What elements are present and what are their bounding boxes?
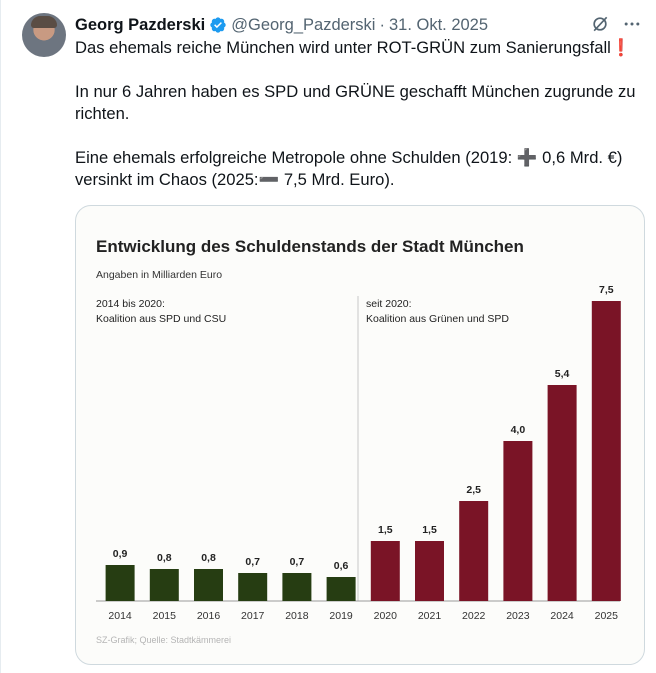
tweet-date[interactable]: 31. Okt. 2025: [388, 15, 489, 34]
bar-2022: [459, 501, 489, 601]
tweet-header: Georg Pazderski @Georg_Pazderski · 31. O…: [75, 14, 488, 36]
debt-bar-chart: Entwicklung des Schuldenstands der Stadt…: [96, 237, 621, 645]
value-label-2023: 4,0: [511, 424, 526, 436]
value-label-2019: 0,6: [334, 560, 349, 572]
bar-2016: [194, 569, 223, 601]
x-tick-2025: 2025: [595, 610, 619, 622]
bar-2018: [282, 573, 312, 601]
value-label-2014: 0,9: [113, 548, 128, 560]
x-tick-2019: 2019: [329, 610, 353, 622]
value-label-2025: 7,5: [599, 284, 614, 296]
bar-2014: [105, 565, 135, 601]
period-label-2-line-1: seit 2020:: [366, 298, 412, 310]
chart-source: SZ-Grafik; Quelle: Stadtkämmerei: [96, 635, 231, 645]
value-label-2017: 0,7: [245, 556, 260, 568]
x-tick-2024: 2024: [550, 610, 574, 622]
value-label-2022: 2,5: [466, 484, 481, 496]
bar-2023: [503, 441, 533, 601]
x-tick-2022: 2022: [462, 610, 486, 622]
more-options-icon[interactable]: [622, 14, 642, 34]
bar-2017: [238, 573, 268, 601]
timeline-left-border: [0, 0, 1, 673]
grok-icon[interactable]: [590, 14, 610, 34]
tweet-line-1: Das ehemals reiche München wird unter RO…: [75, 38, 632, 57]
value-label-2016: 0,8: [201, 552, 216, 564]
x-tick-2020: 2020: [374, 610, 398, 622]
x-tick-2014: 2014: [108, 610, 132, 622]
x-tick-2017: 2017: [241, 610, 265, 622]
bar-2021: [415, 541, 444, 601]
value-label-2018: 0,7: [290, 556, 305, 568]
x-tick-2016: 2016: [197, 610, 221, 622]
period-label-2-line-2: Koalition aus Grünen und SPD: [366, 313, 509, 325]
value-label-2015: 0,8: [157, 552, 172, 564]
x-tick-2015: 2015: [153, 610, 177, 622]
chart-image-card[interactable]: Entwicklung des Schuldenstands der Stadt…: [75, 205, 645, 665]
header-separator: ·: [379, 15, 385, 34]
chart-title: Entwicklung des Schuldenstands der Stadt…: [96, 237, 524, 256]
x-tick-2023: 2023: [506, 610, 530, 622]
tweet-line-3: Eine ehemals erfolgreiche Metropole ohne…: [75, 148, 623, 167]
value-label-2020: 1,5: [378, 524, 393, 536]
verified-badge-icon[interactable]: [209, 16, 227, 34]
exclamation-emoji: ❗: [610, 38, 632, 57]
bar-2020: [370, 541, 400, 601]
tweet-text: Das ehemals reiche München wird unter RO…: [75, 37, 640, 191]
author-handle[interactable]: @Georg_Pazderski: [231, 15, 376, 34]
plus-emoji: ➕: [516, 148, 538, 167]
minus-emoji: ➖: [258, 170, 280, 189]
bar-2025: [591, 301, 621, 601]
tweet-line-2: In nur 6 Jahren haben es SPD und GRÜNE g…: [75, 82, 636, 123]
x-tick-2018: 2018: [285, 610, 309, 622]
value-label-2021: 1,5: [422, 524, 437, 536]
bar-2015: [149, 569, 179, 601]
period-label-1-line-2: Koalition aus SPD und CSU: [96, 313, 226, 325]
bar-2024: [547, 385, 577, 601]
tweet-line-4: versinkt im Chaos (2025:➖ 7,5 Mrd. Euro)…: [75, 170, 395, 189]
bars-group: 0,9 2014 0,8 2015 0,8 2016 0,7 2017 0,7 2018 0,6 20…: [105, 284, 621, 622]
tweet-top-actions: [590, 14, 642, 34]
period-label-1-line-1: 2014 bis 2020:: [96, 298, 165, 310]
chart-subtitle: Angaben in Milliarden Euro: [96, 269, 222, 281]
value-label-2024: 5,4: [555, 368, 570, 380]
author-name[interactable]: Georg Pazderski: [75, 15, 206, 34]
bar-2019: [326, 577, 356, 601]
x-tick-2021: 2021: [418, 610, 442, 622]
avatar[interactable]: [22, 13, 66, 57]
